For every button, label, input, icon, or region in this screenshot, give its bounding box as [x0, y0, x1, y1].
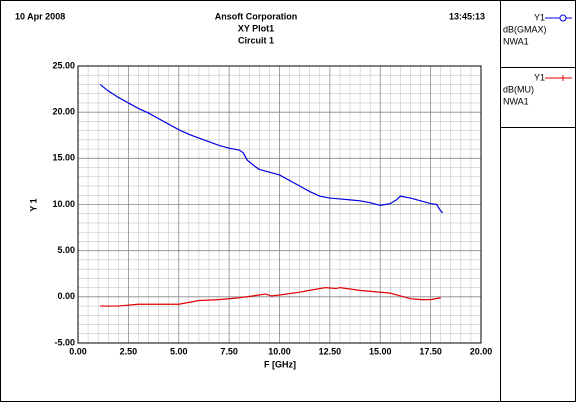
data-line: [100, 286, 441, 307]
x-tick-label: 20.00: [470, 346, 493, 356]
y-axis-label: Y 1: [28, 198, 38, 211]
y-tick-label: 5.00: [57, 245, 75, 255]
circuit-label: Circuit 1: [238, 35, 274, 45]
y-tick-label: 20.00: [52, 107, 75, 117]
x-tick-label: 2.50: [120, 346, 138, 356]
plot-border: [77, 65, 482, 344]
x-tick-label: 10.00: [268, 346, 291, 356]
legend-source: NWA1: [503, 36, 529, 46]
legend-label: dB(GMAX): [503, 24, 547, 34]
y-tick-label: 0.00: [57, 291, 75, 301]
data-line: [99, 83, 444, 214]
time: 13:45:13: [449, 11, 485, 21]
x-axis-label: F [GHz]: [264, 359, 296, 369]
x-tick-label: 12.50: [319, 346, 342, 356]
legend-label: dB(MU): [503, 84, 534, 94]
x-tick-label: 7.50: [220, 346, 238, 356]
legend-axis: Y1: [534, 12, 545, 22]
x-tick-label: 17.50: [419, 346, 442, 356]
legend-marker: [559, 14, 567, 22]
x-tick-label: 0.00: [69, 346, 87, 356]
x-tick-label: 15.00: [369, 346, 392, 356]
legend-source: NWA1: [503, 96, 529, 106]
y-tick-label: 25.00: [52, 60, 75, 70]
legend-marker: [560, 75, 566, 81]
y-tick-label: 10.00: [52, 199, 75, 209]
y-tick-label: -5.00: [54, 337, 75, 347]
chart-subtitle: XY Plot1: [238, 23, 274, 33]
date: 10 Apr 2008: [15, 11, 65, 21]
chart-title: Ansoft Corporation: [215, 11, 298, 21]
legend-axis: Y1: [534, 72, 545, 82]
y-tick-label: 15.00: [52, 153, 75, 163]
x-tick-label: 5.00: [170, 346, 188, 356]
